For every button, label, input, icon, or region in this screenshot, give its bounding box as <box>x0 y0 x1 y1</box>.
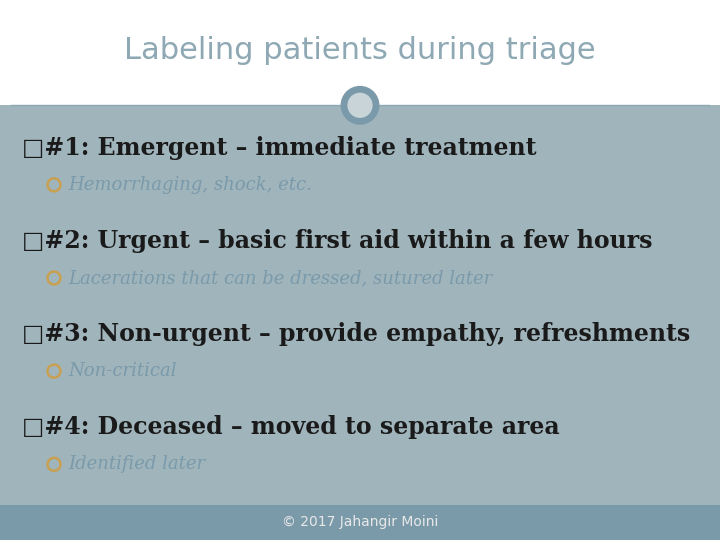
Text: □#3: Non-urgent – provide empathy, refreshments: □#3: Non-urgent – provide empathy, refre… <box>22 322 690 346</box>
Text: Identified later: Identified later <box>68 455 205 473</box>
FancyBboxPatch shape <box>0 0 720 105</box>
Text: □#1: Emergent – immediate treatment: □#1: Emergent – immediate treatment <box>22 136 536 160</box>
Text: © 2017 Jahangir Moini: © 2017 Jahangir Moini <box>282 516 438 529</box>
Text: Non-critical: Non-critical <box>68 362 177 380</box>
Ellipse shape <box>347 93 373 118</box>
FancyBboxPatch shape <box>0 505 720 540</box>
Text: □#2: Urgent – basic first aid within a few hours: □#2: Urgent – basic first aid within a f… <box>22 229 652 253</box>
Text: Labeling patients during triage: Labeling patients during triage <box>124 36 596 65</box>
FancyBboxPatch shape <box>0 105 720 505</box>
Text: Lacerations that can be dressed, sutured later: Lacerations that can be dressed, sutured… <box>68 269 492 287</box>
Text: □#4: Deceased – moved to separate area: □#4: Deceased – moved to separate area <box>22 415 559 439</box>
Ellipse shape <box>341 86 379 125</box>
Text: Hemorrhaging, shock, etc.: Hemorrhaging, shock, etc. <box>68 176 312 194</box>
